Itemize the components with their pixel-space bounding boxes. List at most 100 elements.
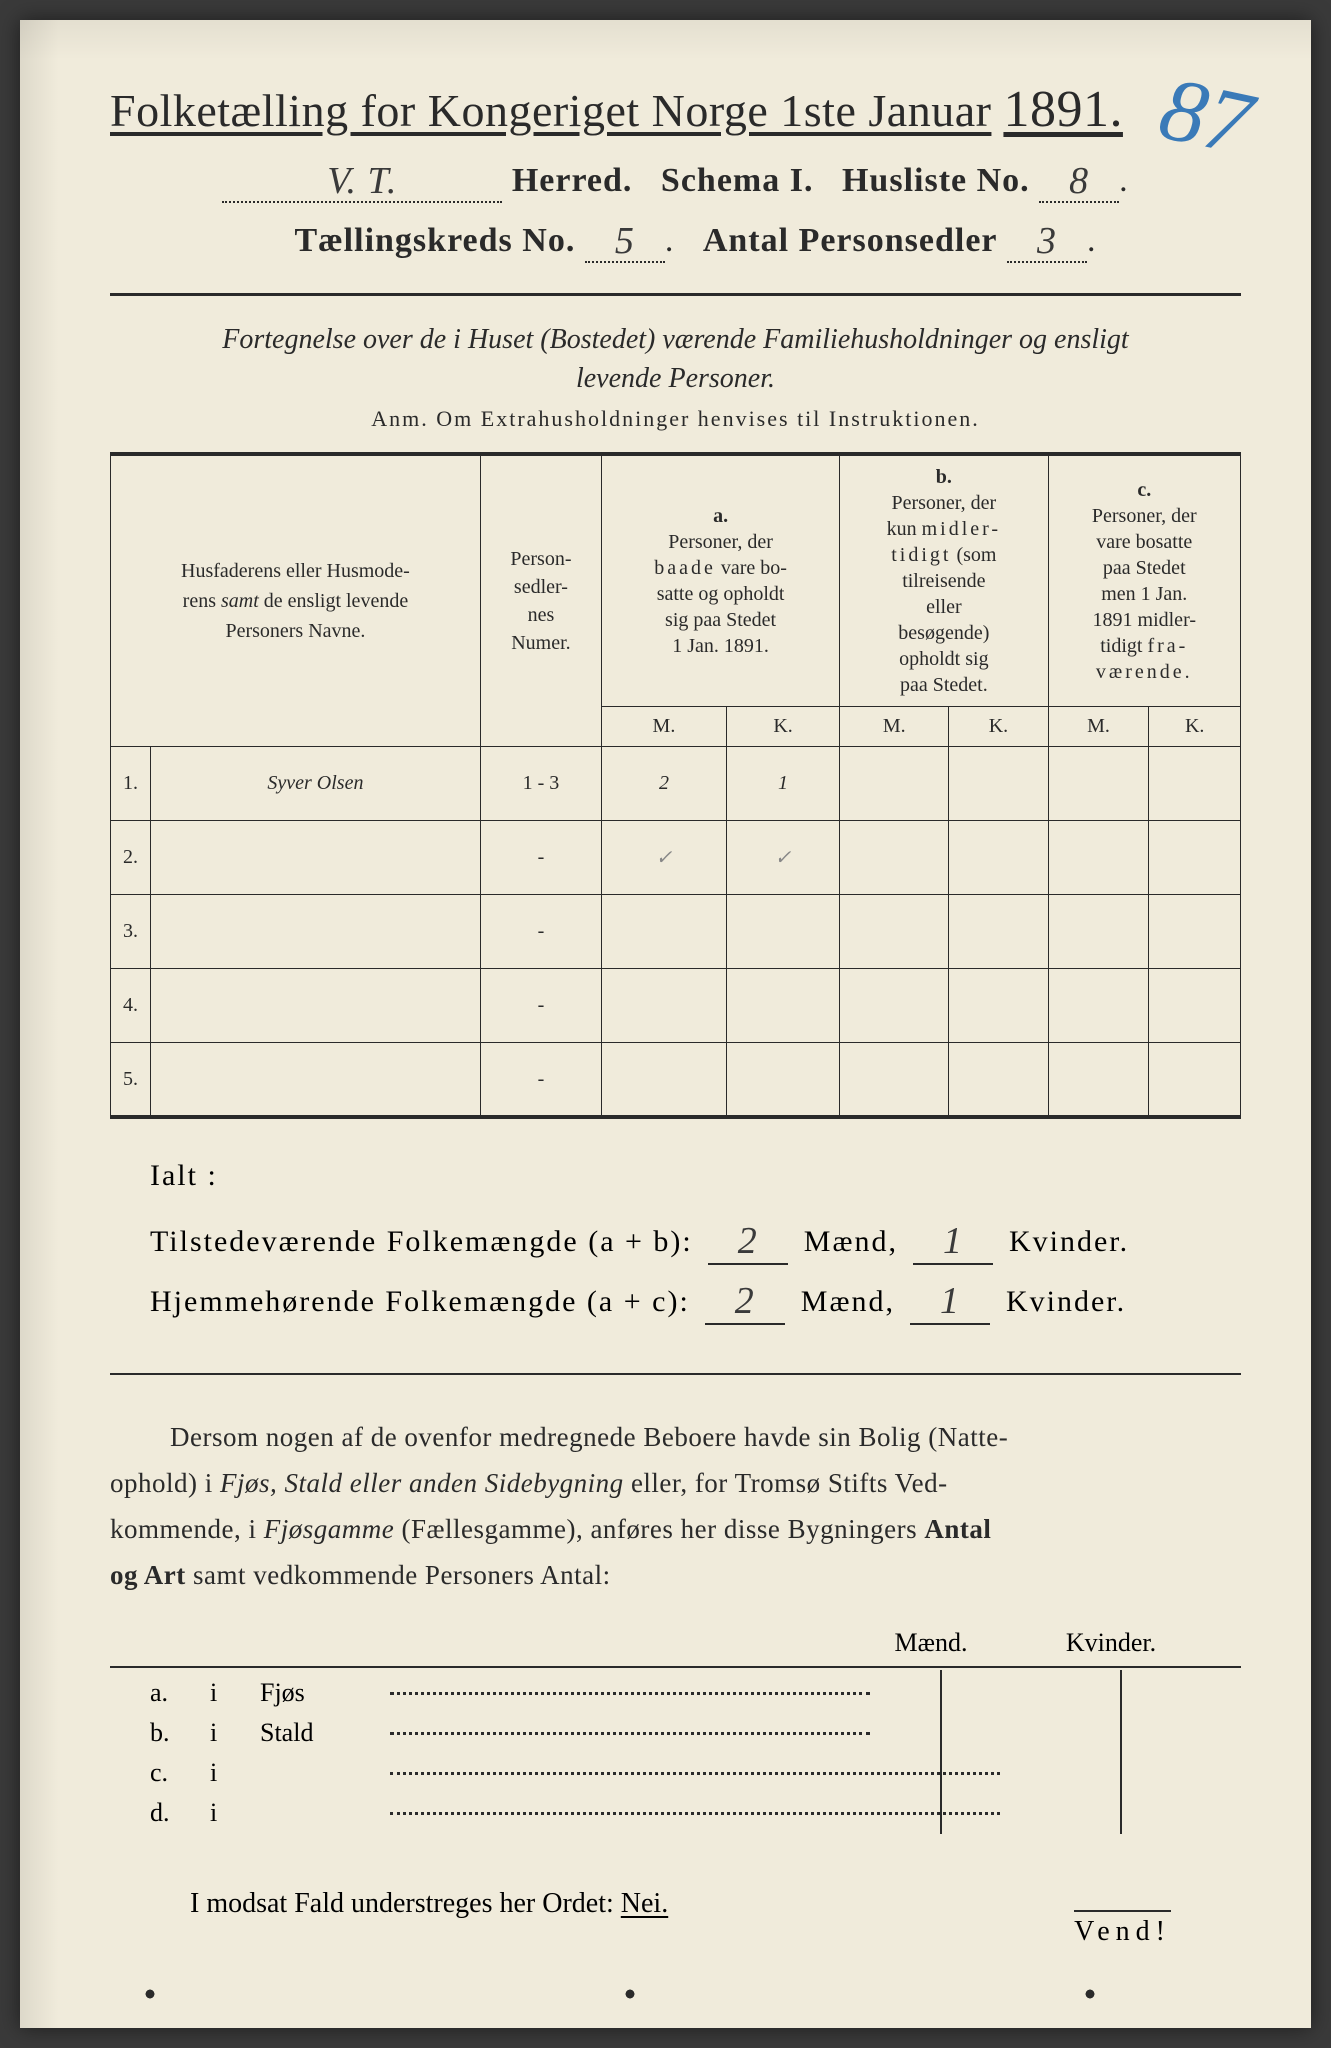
summary-tilstede: Tilstedeværende Folkemængde (a + b): 2 M…	[150, 1217, 1241, 1263]
maend-label: Mænd,	[804, 1225, 898, 1258]
row-numer: -	[480, 1043, 601, 1117]
header-line-2: Tællingskreds No. 5. Antal Personsedler …	[110, 217, 1241, 263]
kreds-label: Tællingskreds No.	[294, 222, 575, 259]
husliste-value: 8	[1069, 160, 1089, 202]
form-title: Folketælling for Kongeriget Norge 1ste J…	[110, 80, 1241, 139]
row-a-m	[602, 969, 727, 1043]
row-letter: c.	[150, 1758, 210, 1788]
row-name: Syver Olsen	[151, 747, 481, 821]
kreds-field: 5	[585, 217, 665, 263]
row-c-k	[1149, 821, 1241, 895]
husliste-label: Husliste No.	[842, 162, 1030, 199]
binding-hole-icon	[140, 1984, 160, 2004]
title-year: 1891.	[1003, 81, 1123, 138]
separator	[1120, 1670, 1122, 1714]
separator	[1120, 1710, 1122, 1754]
herred-value: V. T.	[327, 160, 397, 202]
row-b-k	[949, 895, 1048, 969]
row-kind: Fjøs	[260, 1678, 390, 1708]
row-a-m: ✓	[602, 821, 727, 895]
row-a-k	[726, 895, 839, 969]
kvinder-label: Kvinder.	[1009, 1225, 1129, 1258]
row-i: i	[210, 1718, 260, 1748]
row-kind: Stald	[260, 1718, 390, 1748]
row-c-m	[1048, 747, 1149, 821]
row-number: 1.	[111, 747, 151, 821]
row-letter: d.	[150, 1798, 210, 1828]
kreds-value: 5	[615, 220, 635, 262]
separator	[940, 1670, 942, 1714]
row-letter: a.	[150, 1678, 210, 1708]
col-a-label: a. Personer, derbaade vare bo-satte og o…	[602, 454, 840, 707]
row-c-m	[1048, 1043, 1149, 1117]
hjemme-label: Hjemmehørende Folkemængde (a + c):	[150, 1285, 690, 1318]
row-number: 2.	[111, 821, 151, 895]
row-a-k	[726, 1043, 839, 1117]
col-numer-header: Person-sedler-nesNumer.	[480, 454, 601, 747]
row-a-k: 1	[726, 747, 839, 821]
col-name-header: Husfaderens eller Husmode-rens samt de e…	[111, 454, 481, 747]
kvinder-label: Kvinder.	[1006, 1285, 1126, 1318]
row-a-k	[726, 969, 839, 1043]
row-i: i	[210, 1678, 260, 1708]
row-b-k	[949, 969, 1048, 1043]
tilstede-m: 2	[708, 1219, 788, 1265]
husliste-field: 8	[1039, 157, 1119, 203]
row-c-k	[1149, 747, 1241, 821]
row-i: i	[210, 1758, 260, 1788]
separator	[940, 1750, 942, 1794]
building-row-a: a. i Fjøs	[150, 1678, 1241, 1708]
row-b-m	[840, 747, 949, 821]
table-row: 4. -	[111, 969, 1241, 1043]
row-a-m	[602, 1043, 727, 1117]
separator	[1120, 1790, 1122, 1834]
building-row-c: c. i	[150, 1758, 1241, 1788]
row-number: 3.	[111, 895, 151, 969]
row-a-m: 2	[602, 747, 727, 821]
hjemme-m: 2	[705, 1279, 785, 1325]
row-name	[151, 1043, 481, 1117]
row-name	[151, 821, 481, 895]
row-name	[151, 895, 481, 969]
row-c-k	[1149, 969, 1241, 1043]
nei-word: Nei.	[621, 1888, 668, 1919]
summary-hjemme: Hjemmehørende Folkemængde (a + c): 2 Mæn…	[150, 1277, 1241, 1323]
pencil-page-number: 87	[1151, 57, 1260, 176]
household-table: Husfaderens eller Husmode-rens samt de e…	[110, 452, 1241, 1119]
row-b-k	[949, 747, 1048, 821]
col-c-k: K.	[1149, 707, 1241, 747]
row-c-m	[1048, 969, 1149, 1043]
separator	[940, 1710, 942, 1754]
row-b-k	[949, 1043, 1048, 1117]
mk-header: Mænd. Kvinder.	[110, 1628, 1241, 1668]
row-b-k	[949, 821, 1048, 895]
col-b-m: M.	[840, 707, 949, 747]
vend-label: Vend!	[1074, 1910, 1171, 1948]
dotted-line	[390, 1692, 870, 1695]
row-a-k: ✓	[726, 821, 839, 895]
row-i: i	[210, 1798, 260, 1828]
row-number: 5.	[111, 1043, 151, 1117]
row-c-k	[1149, 895, 1241, 969]
dotted-line	[390, 1812, 1000, 1815]
row-numer: 1 - 3	[480, 747, 601, 821]
row-name	[151, 969, 481, 1043]
building-row-b: b. i Stald	[150, 1718, 1241, 1748]
row-letter: b.	[150, 1718, 210, 1748]
hjemme-k: 1	[910, 1279, 990, 1325]
title-text: Folketælling for Kongeriget Norge 1ste J…	[110, 85, 991, 136]
table-row: 5. -	[111, 1043, 1241, 1117]
row-b-m	[840, 821, 949, 895]
separator	[940, 1790, 942, 1834]
schema-label: Schema I.	[661, 162, 814, 199]
row-numer: -	[480, 969, 601, 1043]
ialt-label: Ialt :	[150, 1159, 1241, 1193]
row-number: 4.	[111, 969, 151, 1043]
row-numer: -	[480, 895, 601, 969]
subtitle-line1b-t: og ensligt	[1019, 324, 1129, 355]
col-a-k: K.	[726, 707, 839, 747]
binding-hole-icon	[1080, 1984, 1100, 2004]
census-form-page: 87 Folketælling for Kongeriget Norge 1st…	[20, 20, 1311, 2028]
table-row: 1. Syver Olsen 1 - 3 2 1	[111, 747, 1241, 821]
separator	[1120, 1750, 1122, 1794]
